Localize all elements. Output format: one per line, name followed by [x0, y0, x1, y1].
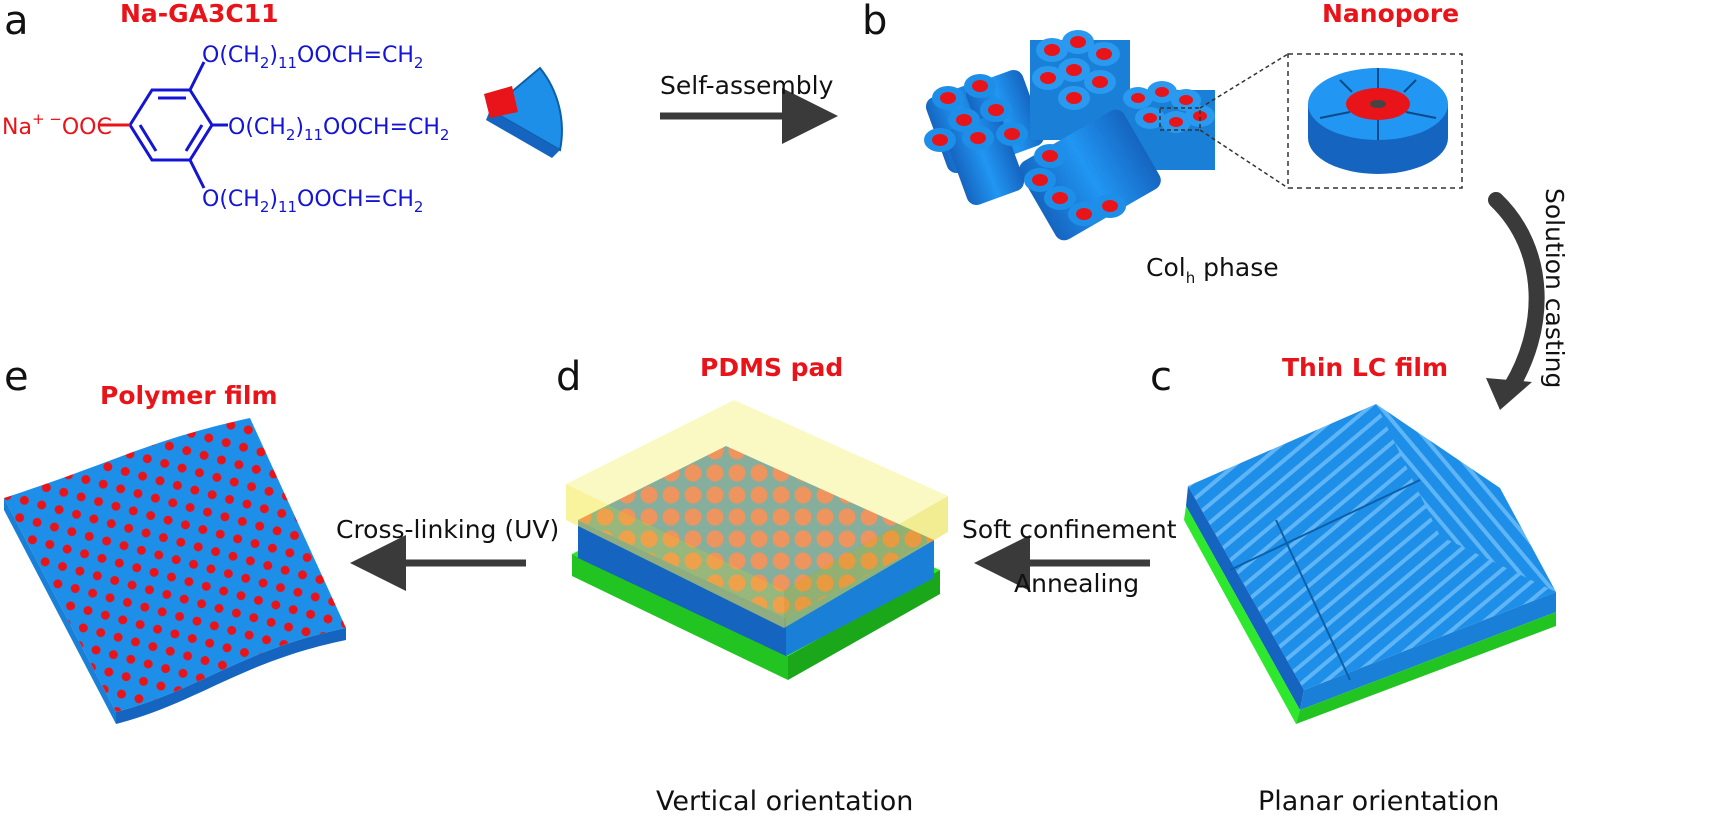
panel-letter-e: e	[4, 354, 29, 400]
cation-label: Na+ −OOC	[2, 110, 112, 140]
solution-casting-label: Solution casting	[1540, 188, 1569, 388]
panel-d-title: PDMS pad	[700, 353, 843, 382]
panel-letter-c: c	[1150, 354, 1172, 400]
annealing-label: Annealing	[1014, 569, 1139, 598]
chain-1: O(CH2)11OOCH=CH2	[202, 43, 423, 72]
panel-letter-b: b	[862, 0, 887, 44]
cross-linking-label: Cross-linking (UV)	[336, 515, 559, 544]
column-bundles	[924, 30, 1215, 241]
panel-e-title: Polymer film	[100, 381, 278, 410]
vertical-orientation-label: Vertical orientation	[656, 786, 913, 816]
chemical-structure	[100, 61, 228, 189]
planar-orientation-label: Planar orientation	[1258, 786, 1499, 816]
soft-confinement-label: Soft confinement	[962, 515, 1177, 544]
chain-2: O(CH2)11OOCH=CH2	[228, 115, 449, 144]
col-phase-label: Colh phase	[1146, 253, 1279, 287]
polymer-film	[4, 418, 346, 724]
wedge-molecule	[484, 66, 563, 158]
self-assembly-label: Self-assembly	[660, 71, 834, 100]
solution-casting-arrow	[1488, 192, 1545, 400]
nanopore-inset	[1159, 53, 1463, 189]
panel-b-title: Nanopore	[1322, 0, 1459, 28]
panel-a-title: Na-GA3C11	[120, 0, 279, 28]
panel-c-title: Thin LC film	[1282, 353, 1448, 382]
chain-3: O(CH2)11OOCH=CH2	[202, 187, 423, 216]
pdms-pad-stack	[566, 400, 948, 680]
panel-letter-d: d	[556, 354, 581, 400]
thin-lc-film	[1184, 404, 1556, 724]
panel-letter-a: a	[4, 0, 29, 44]
